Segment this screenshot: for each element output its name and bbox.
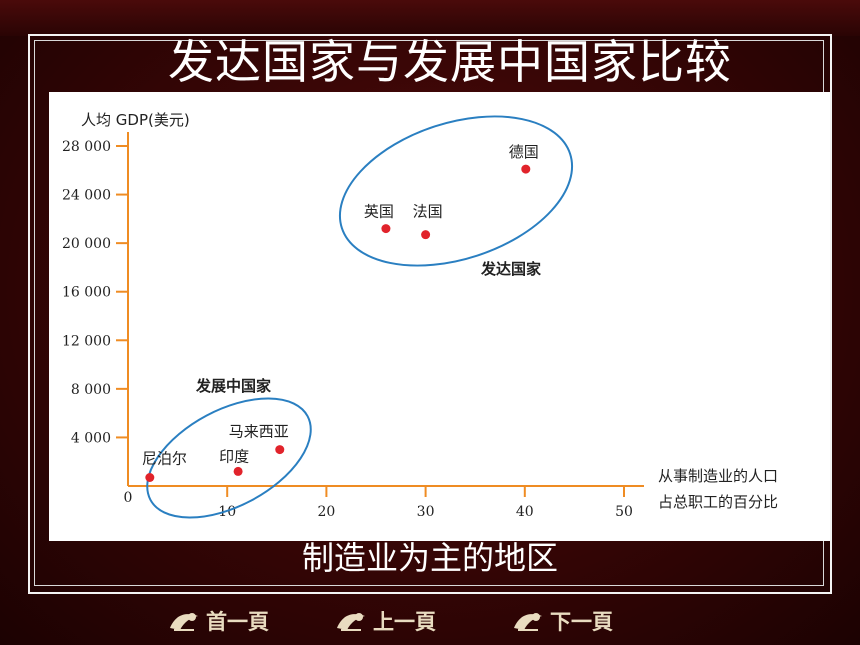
point-label: 德国 xyxy=(509,143,539,161)
point-label: 马来西亚 xyxy=(229,423,289,441)
chart-panel: 4 000 8 000 12 000 16 000 20 000 24 000 28 000… xyxy=(49,92,830,541)
flower-ornament-icon xyxy=(335,608,369,634)
top-decorative-band xyxy=(0,0,860,36)
x-tick-label: 20 xyxy=(317,504,335,520)
x-tick-label: 30 xyxy=(417,504,435,520)
point-label: 尼泊尔 xyxy=(142,450,187,468)
next-page-button[interactable]: 下一頁 xyxy=(512,604,613,638)
x-tick-label: 0 xyxy=(124,490,133,506)
point-label: 印度 xyxy=(219,447,249,465)
first-page-label: 首一頁 xyxy=(206,609,269,634)
group-label: 发达国家 xyxy=(480,260,541,278)
y-tick-label: 4 000 xyxy=(71,430,111,446)
data-point xyxy=(421,230,431,240)
data-point xyxy=(233,466,243,476)
x-tick-label: 40 xyxy=(516,504,534,520)
slide-title: 发达国家与发展中国家比较 xyxy=(168,35,732,89)
previous-page-label: 上一頁 xyxy=(373,609,436,634)
next-page-label: 下一頁 xyxy=(550,609,613,634)
flower-ornament-icon xyxy=(168,608,202,634)
y-axis-title: 人均 GDP(美元) xyxy=(81,111,190,129)
data-point xyxy=(145,473,155,482)
y-tick-label: 12 000 xyxy=(62,333,111,349)
x-axis-title-line: 从事制造业的人口 xyxy=(658,467,778,485)
slide-frame-outer xyxy=(28,34,832,594)
point-label: 英国 xyxy=(364,203,394,221)
y-tick-label: 24 000 xyxy=(62,188,111,204)
x-axis-title-line: 占总职工的百分比 xyxy=(658,493,778,511)
y-tick-label: 8 000 xyxy=(71,382,111,398)
developed-group-ellipse xyxy=(338,115,574,267)
data-point xyxy=(521,164,531,174)
y-tick-label: 16 000 xyxy=(62,285,111,301)
scatter-chart: 4 000 8 000 12 000 16 000 20 000 24 000 28 000… xyxy=(62,111,778,520)
first-page-button[interactable]: 首一頁 xyxy=(168,604,269,638)
y-tick-label: 28 000 xyxy=(62,139,111,155)
point-label: 法国 xyxy=(413,203,443,221)
group-label: 发展中国家 xyxy=(195,377,271,395)
data-point xyxy=(275,445,285,455)
data-point xyxy=(381,224,391,234)
y-tick-label: 20 000 xyxy=(62,236,111,252)
previous-page-button[interactable]: 上一頁 xyxy=(335,604,436,638)
x-tick-label: 50 xyxy=(615,504,633,520)
flower-ornament-icon xyxy=(512,608,546,634)
developing-group-ellipse xyxy=(146,397,312,519)
slide-subtitle: 制造业为主的地区 xyxy=(301,539,558,577)
